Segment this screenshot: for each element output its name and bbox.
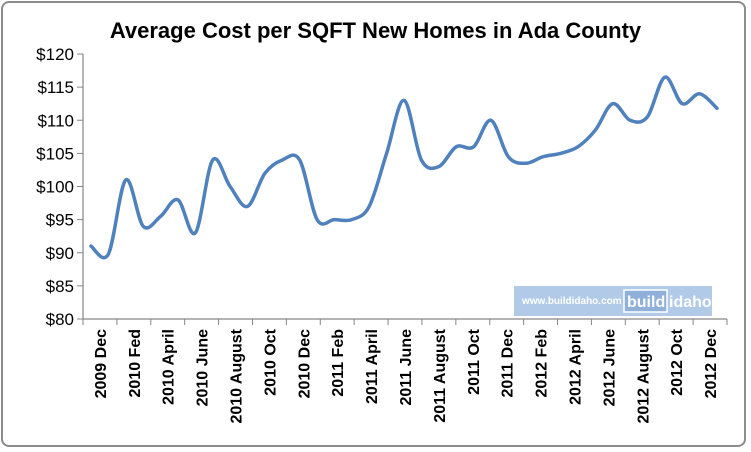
y-tick-label: $100 <box>36 178 74 197</box>
x-tick-label: 2010 June <box>195 329 212 406</box>
x-tick-label: 2010 Oct <box>262 328 279 395</box>
y-tick-label: $85 <box>46 277 74 296</box>
y-tick-label: $110 <box>37 111 74 130</box>
x-tick-label: 2011 Dec <box>500 329 517 398</box>
x-tick-label: 2011 Feb <box>330 329 347 397</box>
y-tick-label: $105 <box>36 144 74 163</box>
x-tick-label: 2011 Oct <box>466 328 483 395</box>
watermark-logo-idaho: idaho <box>669 294 712 311</box>
x-tick-label: 2012 Oct <box>669 328 686 395</box>
x-tick-label: 2012 Dec <box>703 329 720 398</box>
x-tick-label: 2011 April <box>364 329 381 404</box>
x-tick-label: 2009 Dec <box>93 329 110 398</box>
x-tick-label: 2010 Dec <box>296 329 313 398</box>
y-tick-label: $90 <box>46 244 74 263</box>
x-tick-label: 2012 June <box>601 329 618 406</box>
x-tick-label: 2012 April <box>567 329 584 405</box>
x-tick-label: 2011 June <box>398 329 415 406</box>
x-tick-label: 2012 August <box>635 328 652 423</box>
chart-frame <box>1 1 746 447</box>
x-tick-label: 2010 April <box>161 329 178 405</box>
watermark-url: www.buildidaho.com <box>521 296 622 307</box>
y-tick-label: $115 <box>37 78 74 97</box>
y-tick-label: $80 <box>46 310 74 329</box>
watermark-logo-build-box <box>623 289 668 313</box>
series-line <box>89 75 719 260</box>
watermark: www.buildidaho.com build idaho <box>514 286 712 316</box>
chart-title: Average Cost per SQFT New Homes in Ada C… <box>109 18 642 43</box>
x-tick-label: 2010 Fed <box>127 329 144 397</box>
x-tick-label: 2012 Feb <box>534 329 551 398</box>
y-tick-label: $95 <box>46 211 74 230</box>
x-tick-label: 2011 August <box>432 328 449 422</box>
x-tick-label: 2010 August <box>229 328 246 423</box>
watermark-logo-build: build <box>627 294 665 311</box>
watermark-box <box>514 286 712 316</box>
y-tick-label: $120 <box>36 45 74 64</box>
